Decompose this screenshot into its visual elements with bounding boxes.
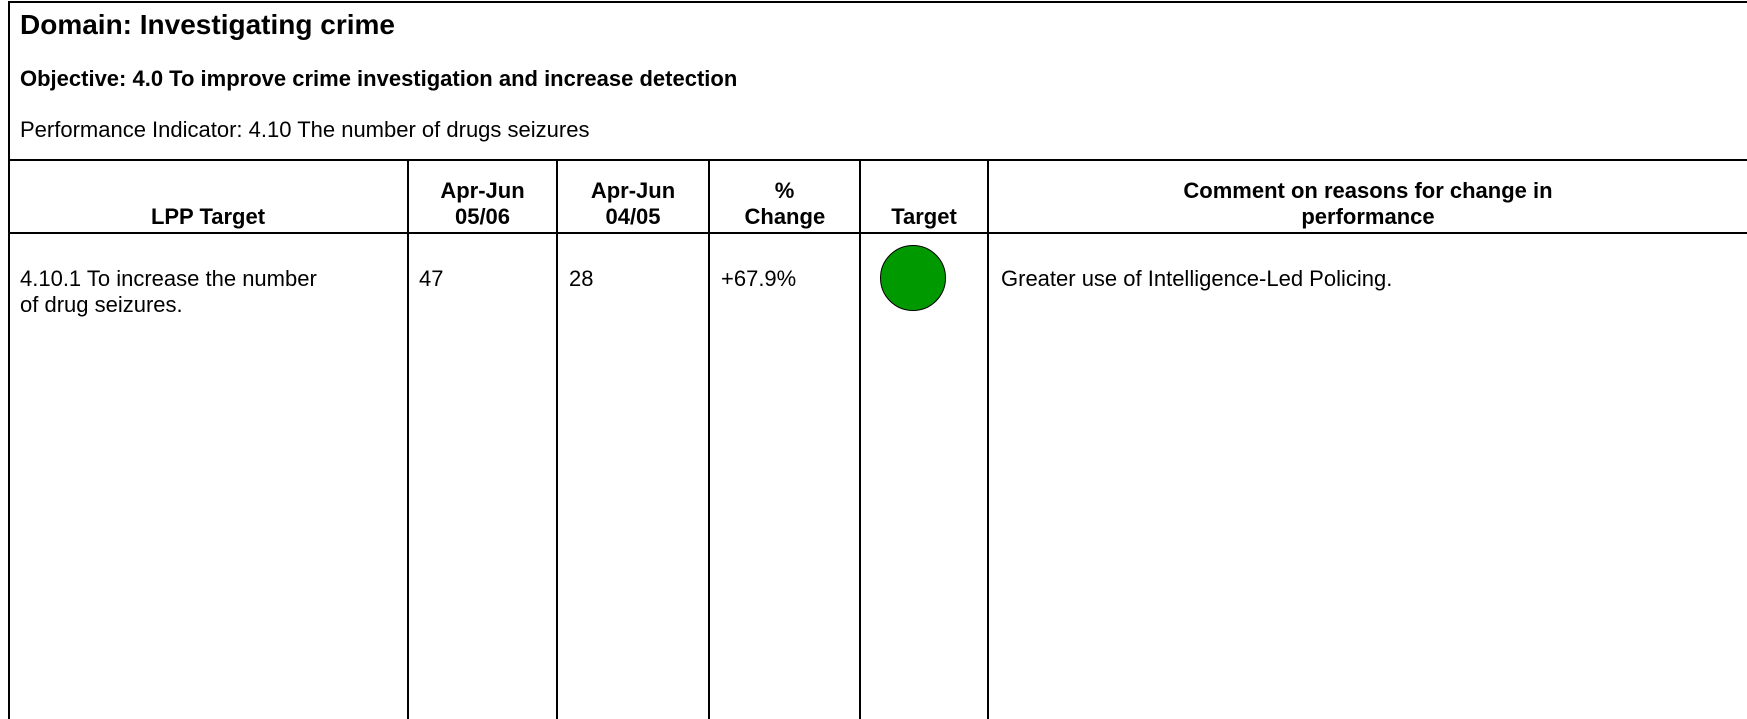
border: [556, 159, 558, 719]
border: [8, 159, 1747, 161]
cell: 28: [569, 266, 594, 291]
border: [708, 159, 710, 719]
border: [8, 1, 1747, 3]
header-text: Target: [891, 204, 957, 229]
border: [8, 232, 1747, 234]
column-header: Comment on reasons for change in perform…: [989, 164, 1747, 230]
objective: Objective: 4.0 To improve crime investig…: [20, 66, 738, 91]
column-header: LPP Target: [9, 164, 407, 230]
header-text: Apr-Jun 05/06: [440, 178, 525, 229]
border: [407, 159, 409, 719]
column-header: Apr-Jun 04/05: [558, 164, 708, 230]
column-header: % Change: [710, 164, 859, 230]
domain: Domain: Investigating crime: [20, 9, 395, 40]
header-text: LPP Target: [150, 204, 266, 229]
header-text: Comment on reasons for change in perform…: [1183, 178, 1553, 229]
cell: 47: [419, 266, 444, 291]
column-header: Target: [861, 164, 987, 230]
indicator: Performance Indicator: 4.10 The number o…: [20, 117, 590, 142]
border: [8, 1, 10, 719]
cell: Greater use of Intelligence-Led Policing…: [1001, 266, 1393, 291]
border: [987, 159, 989, 719]
header-text: Apr-Jun 04/05: [590, 178, 676, 229]
cell: +67.9%: [721, 266, 797, 291]
header-text: % Change: [744, 178, 826, 229]
column-header: Apr-Jun 05/06: [409, 164, 556, 230]
status-indicator: [880, 245, 946, 311]
border: [859, 159, 861, 719]
cell: 4.10.1 To increase the number of drug se…: [20, 266, 317, 317]
